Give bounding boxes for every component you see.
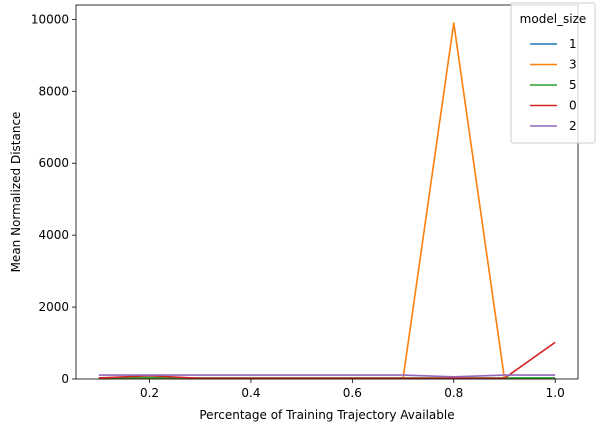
legend-title: model_size — [520, 12, 587, 26]
series-layer — [98, 22, 556, 380]
y-tick-label: 6000 — [38, 156, 69, 170]
series-line-0 — [98, 341, 556, 380]
plot-frame — [75, 4, 579, 380]
y-axis-label: Mean Normalized Distance — [9, 112, 23, 273]
series-line-2 — [98, 374, 556, 378]
x-axis-label: Percentage of Training Trajectory Availa… — [199, 408, 454, 422]
x-axis: 0.2 0.4 0.6 0.8 1.0 — [140, 379, 565, 400]
y-tick-label: 4000 — [38, 228, 69, 242]
legend-label-5: 5 — [569, 78, 577, 92]
axes-layer — [75, 4, 579, 380]
x-tick-label: 0.6 — [343, 386, 362, 400]
legend-label-1: 1 — [569, 37, 577, 51]
plot-area — [76, 5, 578, 379]
legend-label-3: 3 — [569, 58, 577, 72]
x-tick-label: 0.8 — [444, 386, 463, 400]
x-tick-label: 1.0 — [546, 386, 565, 400]
y-tick-label: 0 — [61, 372, 69, 386]
y-tick-label: 8000 — [38, 84, 69, 98]
y-tick-label: 2000 — [38, 300, 69, 314]
x-tick-label: 0.2 — [140, 386, 159, 400]
y-tick-label: 10000 — [31, 12, 69, 26]
y-axis: 0 2000 4000 6000 8000 10000 — [31, 12, 76, 386]
legend-frame — [510, 2, 596, 144]
x-tick-label: 0.4 — [241, 386, 260, 400]
legend-label-0: 0 — [569, 99, 577, 113]
legend-label-2: 2 — [569, 119, 577, 133]
legend: model_size 1 3 5 0 2 — [510, 2, 596, 144]
